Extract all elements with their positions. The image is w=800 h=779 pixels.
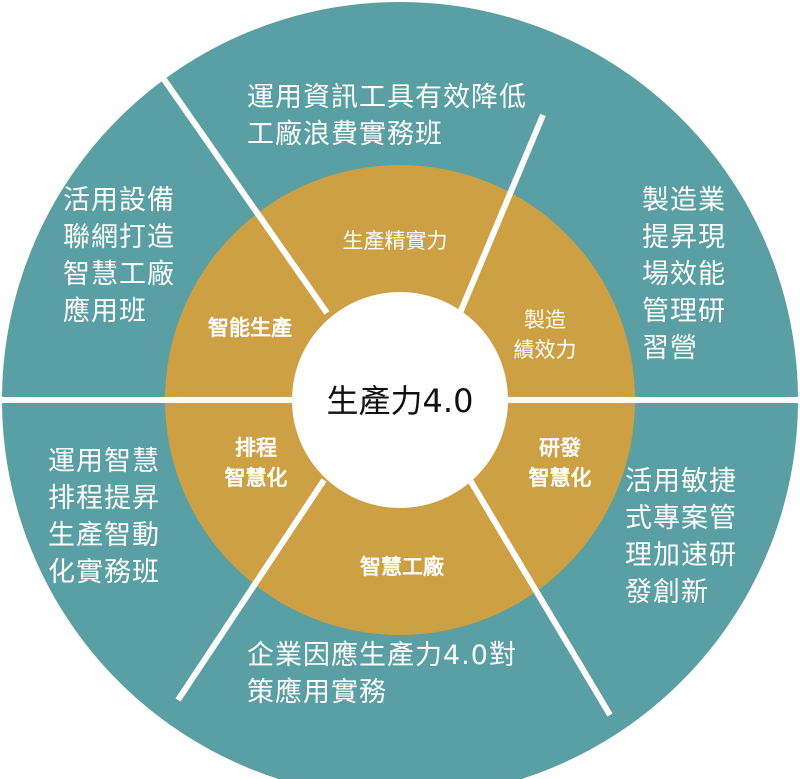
outer-label-line: 智慧工廠 [63, 259, 175, 290]
inner-label-upper-left: 智能生產 [208, 316, 292, 340]
divider-line [457, 113, 546, 315]
outer-label-line: 活用敏捷 [625, 466, 737, 497]
divider-line [175, 478, 327, 702]
inner-label-left: 排程智慧化 [225, 436, 288, 490]
inner-label-line: 智能生產 [208, 316, 292, 340]
outer-label-upper-right: 製造業提昇現場效能管理研習營 [642, 185, 726, 364]
outer-label-top: 運用資訊工具有效降低工廠浪費實務班 [247, 82, 527, 150]
center-label: 生產力4.0 [327, 382, 474, 420]
outer-label-line: 策應用實務 [247, 677, 387, 708]
inner-label-line: 智慧工廠 [360, 555, 445, 579]
outer-label-left: 運用智慧排程提昇生產智動化實務班 [48, 446, 160, 588]
inner-label-line: 排程 [235, 436, 277, 460]
inner-label-line: 智慧化 [529, 466, 592, 490]
outer-label-line: 發創新 [625, 577, 709, 608]
outer-label-line: 理加速研 [625, 540, 737, 571]
inner-label-line: 生產精實力 [343, 229, 448, 253]
outer-label-line: 生產智動 [48, 520, 160, 551]
divider-line [467, 478, 613, 717]
outer-label-line: 運用智慧 [48, 446, 160, 477]
outer-label-line: 式專案管 [625, 503, 737, 534]
outer-label-line: 製造業 [642, 185, 726, 216]
outer-label-line: 活用設備 [63, 185, 175, 216]
outer-label-line: 管理研 [642, 296, 726, 327]
outer-label-line: 聯網打造 [63, 222, 175, 253]
outer-label-line: 提昇現 [642, 222, 726, 253]
inner-label-right: 研發智慧化 [529, 436, 592, 490]
inner-label-line: 智慧化 [225, 466, 288, 490]
outer-label-line: 排程提昇 [48, 483, 160, 514]
outer-label-line: 運用資訊工具有效降低 [247, 82, 527, 113]
outer-label-line: 企業因應生產力4.0對 [247, 640, 517, 671]
inner-label-line: 研發 [539, 436, 581, 460]
outer-label-right: 活用敏捷式專案管理加速研發創新 [625, 466, 737, 608]
center-circle [292, 292, 508, 508]
ring-dividers [0, 76, 800, 717]
inner-label-upper-right: 製造績效力 [514, 308, 577, 362]
inner-label-line: 績效力 [514, 338, 577, 362]
outer-label-line: 習營 [642, 333, 698, 364]
segment-labels: 生產精實力製造績效力研發智慧化智慧工廠排程智慧化智能生產運用資訊工具有效降低工廠… [48, 82, 737, 708]
outer-label-line: 工廠浪費實務班 [247, 119, 443, 150]
outer-label-line: 應用班 [63, 296, 147, 327]
outer-label-line: 場效能 [642, 259, 726, 290]
inner-label-top: 生產精實力 [343, 229, 448, 253]
inner-label-line: 製造 [524, 308, 566, 332]
outer-label-upper-left: 活用設備聯網打造智慧工廠應用班 [63, 185, 175, 327]
divider-line [160, 76, 330, 315]
outer-label-line: 化實務班 [48, 557, 160, 588]
outer-label-bottom: 企業因應生產力4.0對策應用實務 [247, 640, 517, 708]
inner-label-bottom: 智慧工廠 [360, 555, 445, 579]
